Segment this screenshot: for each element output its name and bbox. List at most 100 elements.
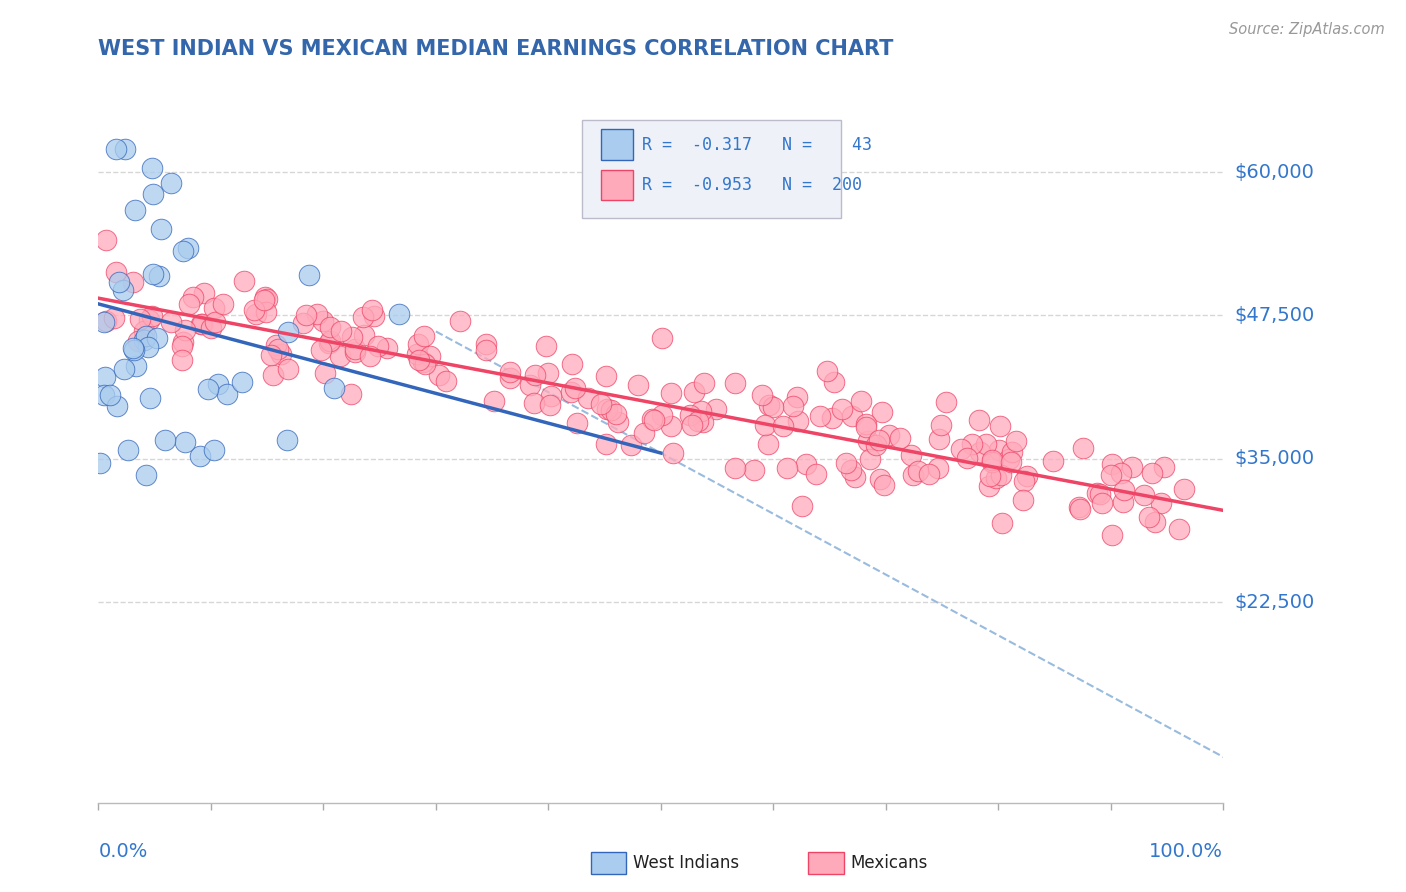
Text: $22,500: $22,500	[1234, 592, 1315, 612]
Point	[177, 241, 200, 255]
Point	[127, 334, 149, 348]
Point	[690, 403, 713, 417]
Text: $60,000: $60,000	[1234, 162, 1315, 182]
Text: 0.0%: 0.0%	[98, 842, 148, 861]
Point	[193, 286, 215, 301]
Point	[626, 378, 648, 392]
Point	[343, 344, 366, 359]
Point	[835, 456, 858, 470]
Text: R =  -0.317   N =    43: R = -0.317 N = 43	[641, 136, 872, 153]
Point	[561, 357, 583, 371]
Point	[1112, 495, 1135, 509]
Text: $47,500: $47,500	[1234, 306, 1315, 325]
Point	[786, 390, 808, 404]
Point	[998, 452, 1021, 467]
Point	[243, 302, 266, 317]
Point	[808, 409, 831, 423]
Point	[865, 438, 887, 452]
Point	[804, 467, 827, 481]
Point	[1005, 434, 1028, 449]
Point	[245, 308, 267, 322]
Point	[855, 420, 877, 434]
Point	[633, 425, 655, 440]
Point	[121, 341, 143, 355]
Point	[841, 409, 863, 423]
Point	[136, 340, 159, 354]
Point	[538, 398, 561, 412]
Point	[323, 381, 346, 395]
Point	[868, 433, 890, 447]
Point	[179, 296, 201, 310]
Point	[859, 451, 882, 466]
FancyBboxPatch shape	[582, 120, 841, 218]
Point	[155, 434, 177, 448]
Point	[135, 329, 157, 343]
Point	[367, 339, 389, 353]
Point	[124, 343, 146, 357]
Text: Mexicans: Mexicans	[851, 855, 928, 872]
Point	[643, 413, 665, 427]
Point	[141, 309, 163, 323]
Point	[869, 472, 891, 486]
Point	[877, 428, 900, 442]
Point	[523, 368, 546, 382]
Point	[1085, 486, 1108, 500]
Point	[105, 142, 128, 156]
Point	[927, 460, 949, 475]
Point	[651, 331, 673, 345]
Point	[363, 309, 385, 323]
Point	[135, 467, 157, 482]
Point	[1017, 469, 1039, 483]
Point	[359, 349, 381, 363]
Point	[704, 402, 727, 417]
Point	[984, 471, 1007, 485]
Point	[567, 417, 589, 431]
Point	[659, 419, 682, 434]
Point	[270, 347, 292, 361]
Point	[821, 410, 844, 425]
Point	[540, 389, 562, 403]
Point	[839, 463, 862, 477]
Point	[849, 393, 872, 408]
Point	[260, 348, 283, 362]
Point	[103, 310, 125, 325]
Point	[98, 388, 121, 402]
Point	[1091, 496, 1114, 510]
Point	[823, 375, 845, 389]
Point	[173, 323, 195, 337]
Point	[291, 316, 314, 330]
Point	[596, 401, 619, 416]
Point	[314, 366, 336, 380]
Point	[872, 405, 894, 419]
Point	[889, 431, 911, 445]
Point	[124, 202, 146, 217]
Point	[474, 337, 496, 351]
Point	[202, 443, 225, 458]
Point	[191, 318, 214, 332]
Point	[790, 500, 813, 514]
Point	[651, 408, 673, 422]
Point	[534, 339, 557, 353]
Point	[742, 463, 765, 477]
Point	[298, 268, 321, 282]
Point	[388, 307, 411, 321]
Point	[138, 313, 160, 327]
Point	[956, 451, 979, 466]
Point	[640, 412, 662, 426]
Point	[1150, 496, 1173, 510]
Point	[564, 381, 586, 395]
Point	[121, 275, 143, 289]
Point	[499, 371, 522, 385]
Point	[132, 324, 155, 338]
Point	[412, 355, 434, 369]
Point	[112, 283, 135, 297]
Point	[1099, 468, 1122, 483]
Point	[360, 302, 382, 317]
Point	[318, 320, 340, 334]
Point	[775, 461, 797, 475]
Point	[523, 396, 546, 410]
Point	[150, 222, 173, 236]
Point	[686, 414, 709, 428]
Point	[918, 467, 941, 482]
Point	[215, 387, 238, 401]
